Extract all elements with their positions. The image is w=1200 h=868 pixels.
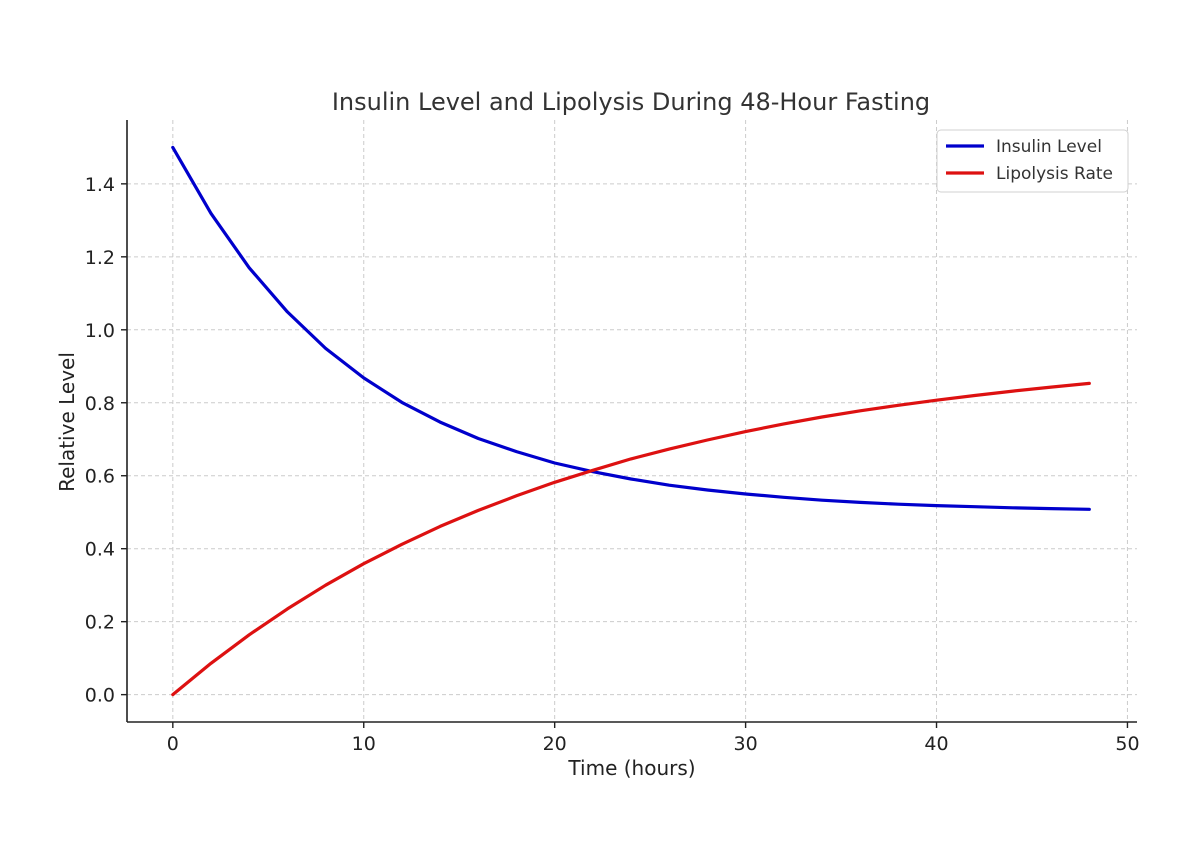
y-ticks: 0.0 0.2 0.4 0.6 0.8 1.0 1.2 1.4	[85, 174, 127, 707]
x-tick-label: 0	[167, 733, 179, 755]
y-axis-label: Relative Level	[55, 352, 79, 492]
x-tick-label: 10	[352, 733, 376, 755]
legend-label-insulin-level: Insulin Level	[996, 137, 1102, 157]
y-tick-label: 1.2	[85, 247, 115, 269]
y-tick-label: 0.4	[85, 539, 115, 561]
legend-label-lipolysis-rate: Lipolysis Rate	[996, 164, 1113, 184]
x-tick-label: 40	[924, 733, 948, 755]
y-tick-label: 0.8	[85, 393, 115, 415]
legend: Insulin Level Lipolysis Rate	[936, 129, 1129, 193]
x-ticks: 0 10 20 30 40 50	[167, 722, 1140, 755]
x-tick-label: 50	[1115, 733, 1139, 755]
legend-frame	[936, 129, 1129, 193]
lipolysis-rate-line	[171, 381, 1091, 697]
y-tick-label: 1.0	[85, 320, 115, 342]
y-tick-label: 0.6	[85, 466, 115, 488]
y-tick-label: 0.0	[85, 685, 115, 707]
series-layer	[171, 145, 1091, 697]
insulin-level-line	[171, 145, 1091, 511]
grid	[127, 120, 1137, 722]
y-tick-label: 1.4	[85, 174, 115, 196]
chart-title: Insulin Level and Lipolysis During 48-Ho…	[332, 88, 930, 116]
y-tick-label: 0.2	[85, 612, 115, 634]
x-tick-label: 20	[543, 733, 567, 755]
axes	[126, 120, 1137, 723]
x-axis-label: Time (hours)	[567, 756, 695, 780]
x-tick-label: 30	[734, 733, 758, 755]
